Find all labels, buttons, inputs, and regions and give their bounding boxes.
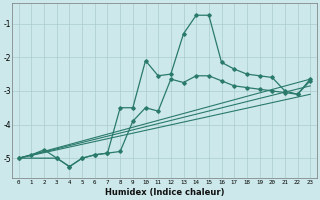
- X-axis label: Humidex (Indice chaleur): Humidex (Indice chaleur): [105, 188, 224, 197]
